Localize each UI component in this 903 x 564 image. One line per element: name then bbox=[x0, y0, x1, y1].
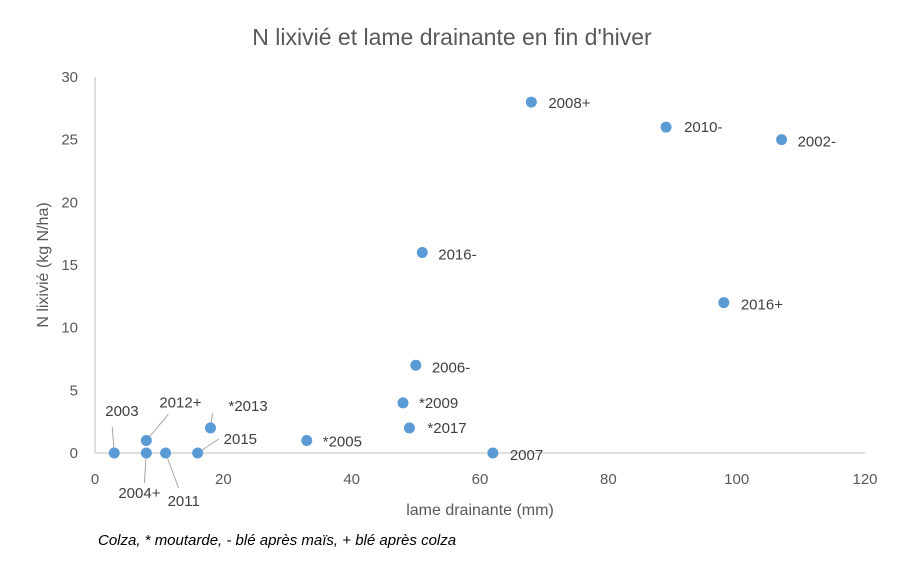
y-tick-label: 10 bbox=[61, 320, 78, 337]
y-tick-label: 25 bbox=[61, 132, 78, 149]
data-point bbox=[776, 134, 788, 146]
y-axis-label: N lixivié (kg N/ha) bbox=[35, 202, 52, 327]
axes bbox=[94, 77, 865, 454]
x-tick-label: 100 bbox=[724, 471, 749, 488]
data-points bbox=[108, 96, 788, 459]
y-tick-label: 30 bbox=[61, 69, 78, 86]
y-tick-label: 5 bbox=[70, 382, 78, 399]
leader-line bbox=[165, 452, 180, 489]
data-point bbox=[160, 447, 172, 459]
data-label: 2004+ bbox=[118, 485, 160, 502]
data-point bbox=[487, 447, 499, 459]
y-tick-label: 20 bbox=[61, 194, 78, 211]
y-tick-label: 0 bbox=[70, 445, 78, 462]
data-point bbox=[108, 447, 120, 459]
data-labels: 2003 2004+ 2011 2012+ 2015 *2013 *2005 *2009 *20… bbox=[105, 95, 836, 510]
data-point bbox=[397, 397, 409, 409]
footnote: Colza, * moutarde, - blé après maïs, + b… bbox=[98, 532, 457, 549]
data-label: 2016+ bbox=[741, 297, 783, 314]
data-point bbox=[301, 434, 313, 446]
x-tick-label: 20 bbox=[215, 471, 232, 488]
y-tick-label: 15 bbox=[61, 257, 78, 274]
data-label: 2010- bbox=[684, 119, 722, 136]
data-label: *2017 bbox=[427, 420, 466, 437]
tick-labels: 0 20 40 60 80 100 120 0 5 10 15 20 25 30 bbox=[61, 69, 877, 488]
x-tick-label: 40 bbox=[343, 471, 360, 488]
data-point bbox=[140, 434, 152, 446]
data-label: *2013 bbox=[229, 398, 268, 415]
data-label: 2006- bbox=[432, 359, 470, 376]
x-tick-label: 120 bbox=[852, 471, 877, 488]
data-point bbox=[205, 422, 216, 434]
data-label: 2012+ bbox=[159, 394, 201, 411]
data-point bbox=[660, 121, 672, 133]
leader-line bbox=[145, 414, 169, 441]
x-axis-label: lame drainante (mm) bbox=[406, 502, 554, 519]
scatter-chart: N lixivié et lame drainante en fin d'hiv… bbox=[35, 24, 878, 519]
chart-title: N lixivié et lame drainante en fin d'hiv… bbox=[252, 24, 652, 50]
data-point bbox=[192, 447, 204, 459]
data-label: 2015 bbox=[224, 431, 257, 448]
data-label: 2007 bbox=[510, 447, 543, 464]
data-point bbox=[416, 246, 428, 258]
data-label: *2009 bbox=[419, 395, 458, 412]
data-label: 2003 bbox=[105, 403, 138, 420]
data-point bbox=[718, 297, 730, 309]
data-label: 2002- bbox=[798, 134, 836, 151]
data-point bbox=[403, 422, 415, 434]
data-label: 2016- bbox=[438, 246, 476, 263]
data-label: *2005 bbox=[323, 433, 362, 450]
data-point bbox=[140, 447, 152, 459]
x-tick-label: 0 bbox=[91, 471, 99, 488]
data-point bbox=[525, 96, 537, 108]
x-tick-label: 60 bbox=[472, 471, 489, 488]
data-label: 2011 bbox=[168, 493, 200, 510]
x-tick-label: 80 bbox=[600, 471, 617, 488]
data-point bbox=[410, 359, 422, 371]
data-label: 2008+ bbox=[548, 95, 590, 112]
